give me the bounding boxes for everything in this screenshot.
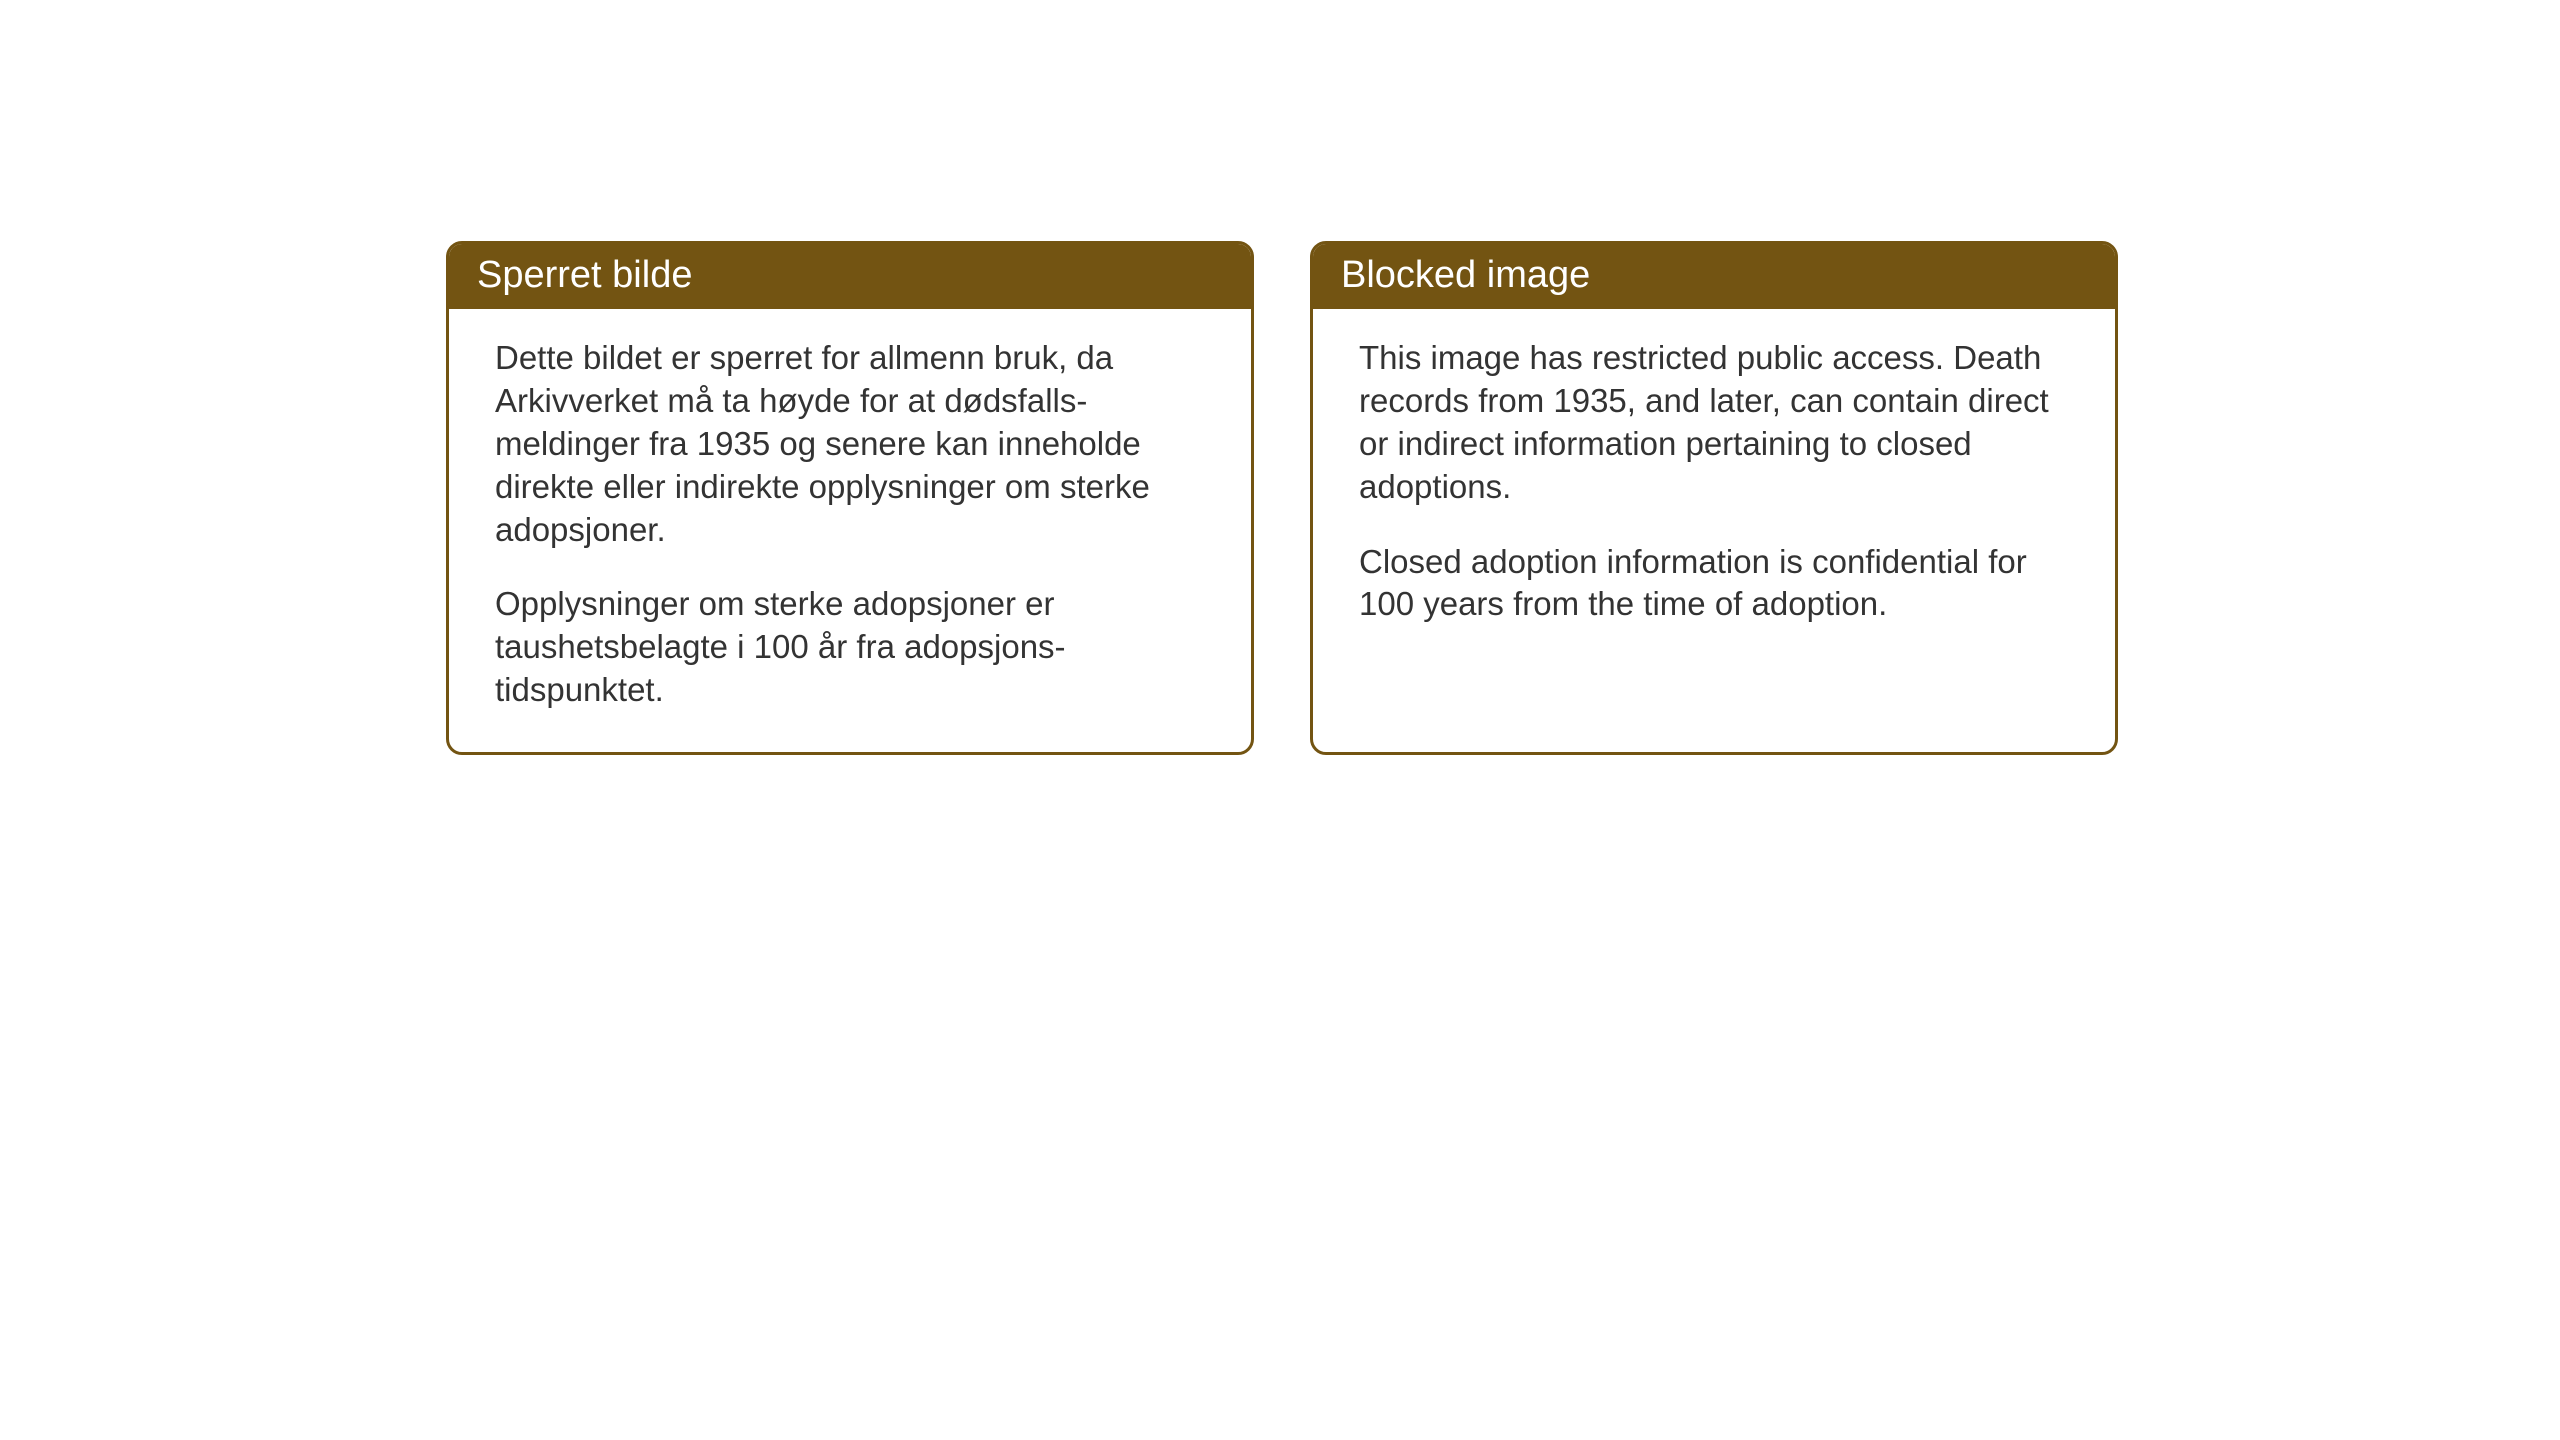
english-paragraph-2: Closed adoption information is confident… — [1359, 541, 2075, 627]
norwegian-card-body: Dette bildet er sperret for allmenn bruk… — [449, 309, 1251, 752]
norwegian-paragraph-1: Dette bildet er sperret for allmenn bruk… — [495, 337, 1211, 551]
english-card-body: This image has restricted public access.… — [1313, 309, 2115, 689]
norwegian-card-title: Sperret bilde — [477, 254, 692, 296]
english-card-header: Blocked image — [1313, 244, 2115, 309]
english-notice-card: Blocked image This image has restricted … — [1310, 241, 2118, 755]
notice-cards-container: Sperret bilde Dette bildet er sperret fo… — [446, 241, 2118, 755]
english-card-title: Blocked image — [1341, 254, 1590, 296]
english-paragraph-1: This image has restricted public access.… — [1359, 337, 2075, 509]
norwegian-paragraph-2: Opplysninger om sterke adopsjoner er tau… — [495, 583, 1211, 712]
norwegian-notice-card: Sperret bilde Dette bildet er sperret fo… — [446, 241, 1254, 755]
norwegian-card-header: Sperret bilde — [449, 244, 1251, 309]
